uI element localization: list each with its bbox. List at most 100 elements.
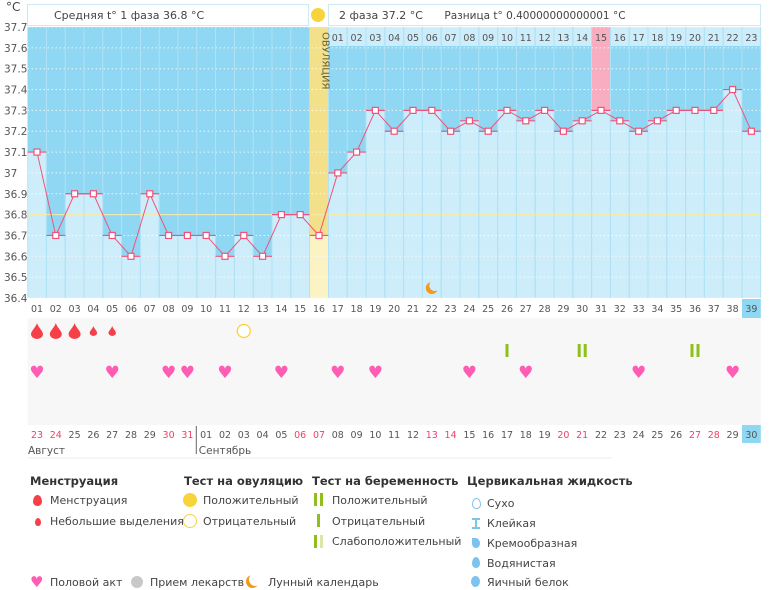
y-tick-label: 36.8 <box>4 210 27 222</box>
heart-icon: ♥ <box>161 363 176 383</box>
temperature-point <box>70 190 79 198</box>
temperature-bar <box>197 235 216 298</box>
temperature-bar <box>592 110 610 298</box>
small-drop-icon <box>35 518 41 526</box>
post-ovulation-day-label: 10 <box>501 33 513 44</box>
watery-icon <box>472 557 480 568</box>
date-label: 31 <box>181 430 193 441</box>
date-label: 30 <box>163 430 175 441</box>
pregnancy-test-negative-icon <box>505 344 509 357</box>
temperature-point <box>672 106 680 114</box>
y-tick-label: 37.1 <box>4 147 27 159</box>
temperature-bar <box>648 120 667 298</box>
date-label: 13 <box>426 430 438 441</box>
ovulation-positive-icon <box>183 493 197 507</box>
temperature-point <box>33 148 41 156</box>
pregnancy-test-positive-icon <box>577 344 581 357</box>
temperature-point <box>146 190 154 198</box>
temperature-point <box>747 127 756 135</box>
temperature-point <box>653 117 662 125</box>
menstruation-drop-icon <box>68 323 81 339</box>
post-ovulation-day-cell <box>648 27 667 46</box>
temperature-point <box>259 252 267 260</box>
legend-ovulation-positive: Положительный <box>203 494 299 507</box>
y-tick-label: 37.7 <box>4 22 27 34</box>
heart-icon: ♥ <box>330 363 345 383</box>
cycle-day-label: 13 <box>257 304 269 315</box>
date-label: 01 <box>200 430 212 441</box>
cycle-day-label: 14 <box>275 304 287 315</box>
date-label: 27 <box>689 430 701 441</box>
date-label: 07 <box>313 430 325 441</box>
moon-icon-mask <box>429 280 441 291</box>
date-label: 26 <box>87 430 99 441</box>
pregnancy-test-positive-icon <box>583 344 587 357</box>
temperature-bar <box>46 235 65 298</box>
cycle-day-label: 05 <box>106 304 118 315</box>
post-ovulation-day-cell <box>516 27 535 46</box>
post-ovulation-day-cell <box>441 27 460 46</box>
current-day-highlight <box>742 299 761 318</box>
temperature-bar <box>28 152 46 298</box>
post-ovulation-day-label: 18 <box>651 33 663 44</box>
y-tick-label: 37.3 <box>4 105 27 117</box>
y-tick-label: 36.6 <box>4 251 28 263</box>
date-label: 10 <box>369 430 381 441</box>
heart-icon: ♥ <box>105 363 120 383</box>
temperature-point <box>428 106 436 114</box>
post-ovulation-day-label: 12 <box>539 33 551 44</box>
date-label: 19 <box>539 430 551 441</box>
legend-sticky: Клейкая <box>487 517 536 530</box>
temperature-point <box>616 117 624 125</box>
temperature-point <box>371 106 379 114</box>
heart-icon: ♥ <box>274 363 289 383</box>
temperature-bar <box>122 256 140 298</box>
date-label: 22 <box>595 430 607 441</box>
y-tick-label: 37.4 <box>4 85 28 97</box>
temperature-bar <box>573 120 592 298</box>
temperature-bar <box>140 193 159 298</box>
temperature-point <box>353 148 361 156</box>
spotting-drop-icon <box>89 326 98 336</box>
temperature-bar <box>328 172 347 298</box>
ovulation-negative-icon <box>183 514 197 528</box>
cycle-day-label: 30 <box>576 304 588 315</box>
legend-dry: Сухо <box>487 497 515 510</box>
temperature-bar <box>460 120 479 298</box>
heart-icon: ♥ <box>631 363 646 383</box>
temperature-point <box>691 106 699 114</box>
temperature-point <box>522 117 530 125</box>
temperature-point <box>315 231 323 240</box>
date-label: 27 <box>106 430 118 441</box>
post-ovulation-day-label: 15 <box>595 33 607 44</box>
date-label: 18 <box>520 430 532 441</box>
legend-watery: Водянистая <box>487 557 556 570</box>
pregnancy-faint-icon <box>314 535 317 548</box>
date-label: 06 <box>294 430 306 441</box>
date-label: 25 <box>69 430 81 441</box>
temperature-bar <box>704 110 723 298</box>
temperature-point <box>409 106 417 114</box>
y-tick-label: 37.2 <box>4 126 27 138</box>
post-ovulation-day-cell <box>742 27 761 46</box>
post-ovulation-day-cell <box>629 27 648 46</box>
dry-icon <box>472 498 481 509</box>
post-ovulation-day-label: 06 <box>426 33 438 44</box>
cycle-day-label: 09 <box>181 304 193 315</box>
heart-icon: ♥ <box>368 363 383 383</box>
cycle-day-label: 01 <box>31 304 43 315</box>
cycle-day-label: 02 <box>50 304 62 315</box>
temperature-point <box>89 190 98 198</box>
heart-icon: ♥ <box>29 363 44 383</box>
temperature-point <box>52 231 60 240</box>
legend-pregnancy-faint: Слабоположительный <box>332 535 462 548</box>
post-ovulation-day-cell <box>667 27 686 46</box>
ovulation-label: ОВУЛЯЦИЯ <box>320 32 331 90</box>
cycle-day-label: 36 <box>689 304 701 315</box>
date-label: 29 <box>144 430 156 441</box>
post-ovulation-day-cell <box>554 27 573 46</box>
post-ovulation-day-cell <box>704 27 723 46</box>
date-label: 23 <box>31 430 43 441</box>
cycle-day-label: 10 <box>200 304 212 315</box>
cycle-day-label: 27 <box>520 304 532 315</box>
